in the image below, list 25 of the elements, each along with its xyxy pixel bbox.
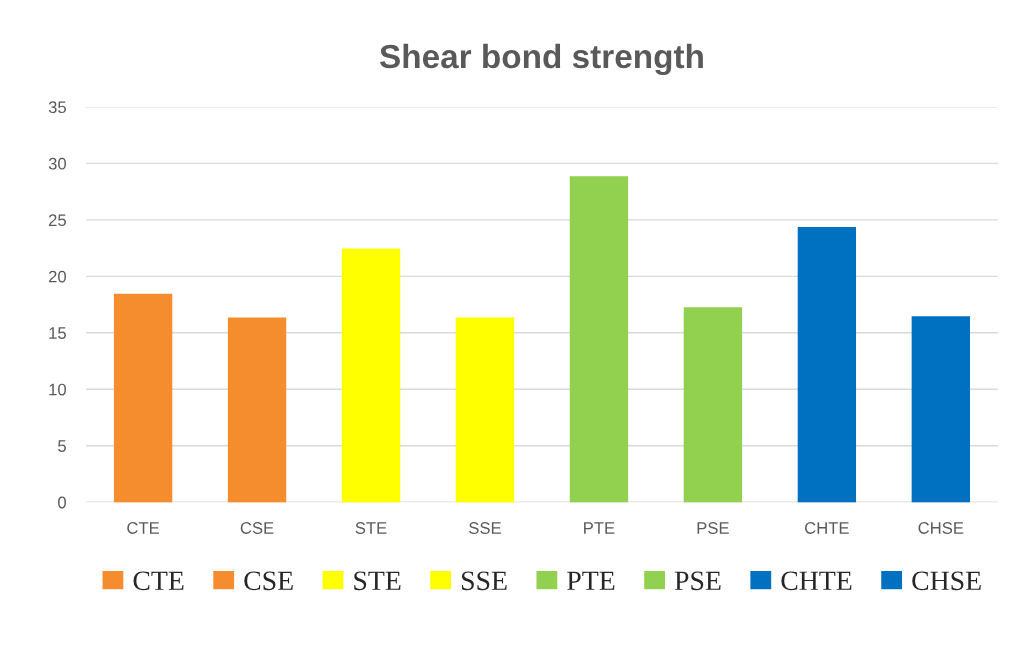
legend-label: PTE (567, 571, 615, 590)
x-tick-label: PSE (697, 522, 729, 534)
x-tick-label: SSE (469, 522, 501, 534)
x-tick-label: CHSE (918, 522, 964, 534)
x-tick-label: CTE (127, 522, 160, 534)
y-tick-label: 35 (48, 101, 66, 114)
y-tick-label: 25 (48, 214, 66, 227)
y-tick-label: 20 (48, 270, 67, 283)
legend-label: CSE (244, 571, 293, 591)
legend-label: CHTE (781, 571, 852, 591)
chart-title: Shear bond strength (379, 43, 703, 76)
x-tick-label: PTE (584, 522, 615, 534)
y-tick-label: 10 (49, 383, 67, 396)
y-tick-label: 0 (58, 496, 67, 509)
legend-label: CHSE (912, 571, 981, 591)
x-tick-label: CSE (240, 522, 274, 534)
y-tick-label: 15 (49, 327, 66, 339)
x-tick-label: STE (355, 522, 387, 534)
legend-label: CTE (133, 571, 184, 591)
y-tick-label: 5 (58, 440, 66, 452)
legend-label: SSE (462, 571, 507, 591)
x-tick-label: CHTE (805, 522, 849, 534)
legend-label: STE (354, 571, 401, 591)
y-tick-label: 30 (48, 157, 67, 170)
legend-label: PSE (674, 571, 721, 591)
